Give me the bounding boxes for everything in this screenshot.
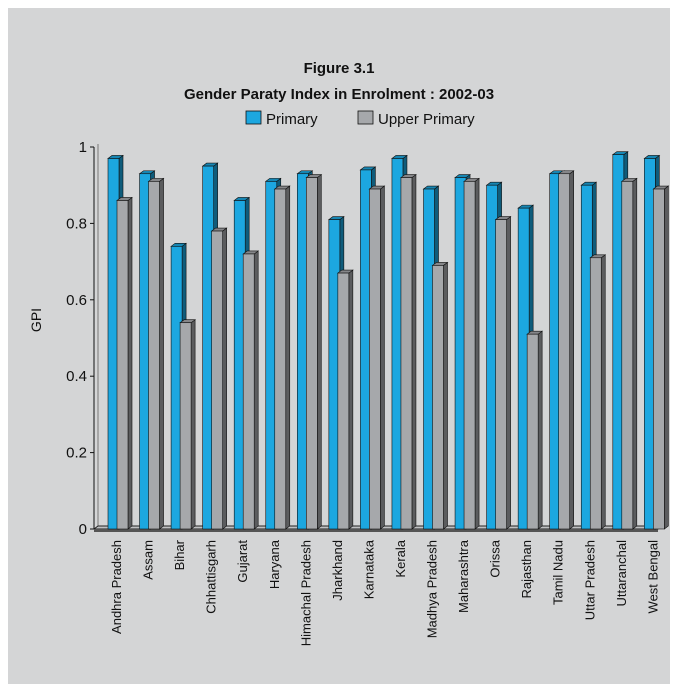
x-category-label: Rajasthan <box>519 540 534 599</box>
chart-subtitle: Gender Paraty Index in Enrolment : 2002-… <box>184 86 494 103</box>
chart-panel: Figure 3.1 Gender Paraty Index in Enrolm… <box>8 8 670 684</box>
legend-label-primary: Primary <box>266 111 318 128</box>
chart-title: Figure 3.1 <box>304 60 375 77</box>
x-category-label: Bihar <box>172 539 187 570</box>
x-category-label: Karnataka <box>361 539 376 599</box>
x-category-label: Gujarat <box>235 540 250 583</box>
bar-upper-primary <box>273 185 291 530</box>
y-tick-label: 1 <box>79 139 87 156</box>
bar-upper-primary <box>305 173 323 530</box>
legend-label-upper-primary: Upper Primary <box>378 111 475 128</box>
x-category-label: Andhra Pradesh <box>109 540 124 634</box>
x-category-label: Tamil Nadu <box>551 540 566 605</box>
bars <box>107 151 670 530</box>
x-category-label: Assam <box>141 540 156 580</box>
x-category-label: Uttaranchal <box>614 540 629 607</box>
bar-upper-primary <box>589 254 607 530</box>
bar-upper-primary <box>526 330 544 530</box>
floor-edge <box>94 529 658 532</box>
x-category-labels: Andhra Pradesh Assam Bihar Chhattisgarh Guja… <box>109 539 660 646</box>
y-tick-label: 0.6 <box>66 292 87 309</box>
x-category-label: Chhattisgarh <box>204 540 219 614</box>
y-tick-label: 0.4 <box>66 368 87 385</box>
bar-upper-primary <box>116 196 133 530</box>
x-category-label: Maharashtra <box>456 539 471 613</box>
bar-upper-primary <box>400 173 417 530</box>
bar-upper-primary <box>336 269 354 530</box>
bar-upper-primary <box>368 185 386 530</box>
bar-upper-primary <box>147 177 165 530</box>
y-axis-label: GPI <box>28 308 44 332</box>
legend-swatch-upper-primary <box>357 110 374 125</box>
y-tick-label: 0.8 <box>66 215 87 232</box>
bar-upper-primary <box>494 215 512 530</box>
x-category-label: West Bengal <box>645 540 660 614</box>
x-category-label: Kerala <box>393 539 408 577</box>
legend-swatch-primary <box>245 110 262 125</box>
legend: Primary Upper Primary <box>245 110 475 128</box>
bar-upper-primary <box>210 227 228 530</box>
y-tick-label: 0.2 <box>66 445 87 462</box>
x-category-label: Orissa <box>488 539 503 577</box>
bar-upper-primary <box>431 261 449 530</box>
x-category-label: Himachal Pradesh <box>298 540 313 646</box>
gpi-bar-chart: Figure 3.1 Gender Paraty Index in Enrolm… <box>28 60 670 646</box>
y-tick-label: 0 <box>79 521 87 538</box>
bar-upper-primary <box>557 170 575 530</box>
bar-upper-primary <box>463 177 480 530</box>
bar-upper-primary <box>620 177 638 530</box>
bar-upper-primary <box>652 185 670 530</box>
y-ticks: 0 0.2 0.4 0.6 0.8 1 <box>66 139 94 538</box>
x-category-label: Haryana <box>267 539 282 589</box>
bar-upper-primary <box>242 250 260 530</box>
bar-upper-primary <box>179 319 197 530</box>
x-category-label: Jharkhand <box>330 540 345 601</box>
x-category-label: Uttar Pradesh <box>582 540 597 620</box>
x-category-label: Madhya Pradesh <box>425 540 440 638</box>
